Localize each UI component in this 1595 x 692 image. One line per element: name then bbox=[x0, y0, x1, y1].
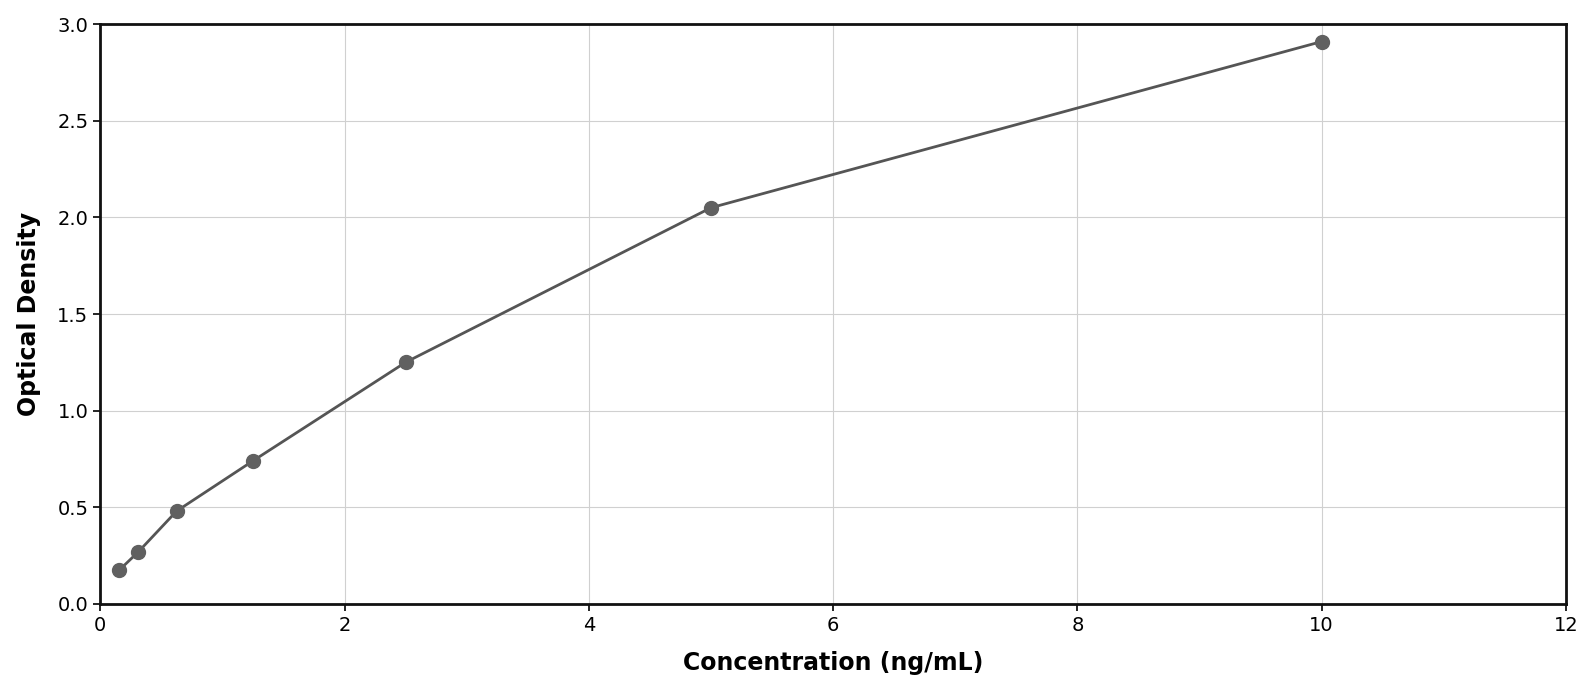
Point bbox=[164, 506, 190, 517]
Y-axis label: Optical Density: Optical Density bbox=[16, 212, 40, 416]
Point bbox=[107, 565, 132, 576]
X-axis label: Concentration (ng/mL): Concentration (ng/mL) bbox=[683, 651, 983, 675]
Point bbox=[126, 546, 152, 557]
Point bbox=[1309, 36, 1335, 47]
Point bbox=[699, 202, 724, 213]
Point bbox=[241, 455, 266, 466]
Point bbox=[392, 357, 418, 368]
